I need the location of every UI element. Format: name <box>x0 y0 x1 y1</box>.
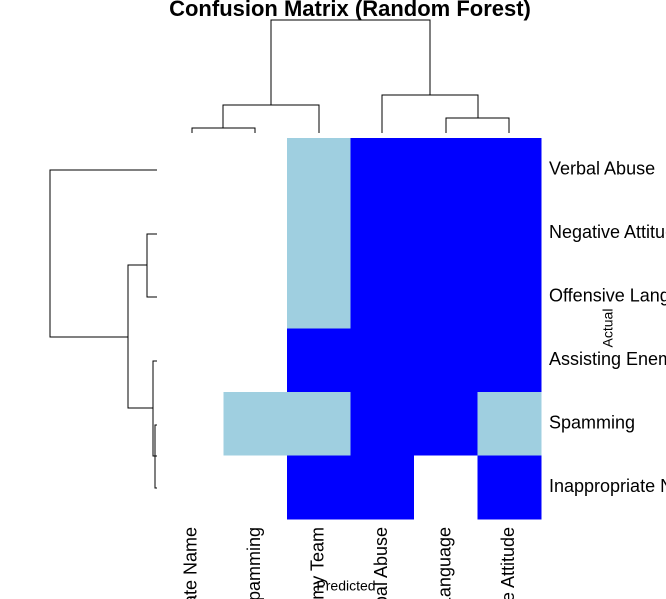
row-dendrogram <box>49 169 157 489</box>
heatmap-cell <box>414 201 478 266</box>
column-dendrogram <box>191 19 510 133</box>
heatmap-cell <box>287 392 351 456</box>
heatmap-cell <box>414 265 478 329</box>
column-label: Negative Attitude <box>498 527 518 599</box>
heatmap-cell <box>414 392 478 456</box>
row-label: Verbal Abuse <box>549 159 655 179</box>
heatmap-cell <box>223 201 288 266</box>
heatmap-cell <box>477 265 542 329</box>
heatmap-cell <box>160 138 224 202</box>
heatmap-cell <box>287 138 351 202</box>
heatmap-cell <box>287 265 351 329</box>
heatmap-cell <box>160 265 224 329</box>
heatmap-cell <box>477 392 542 456</box>
heatmap-cells <box>160 138 542 520</box>
x-axis-label: Predicted <box>316 578 375 594</box>
column-label: Verbal Abuse <box>371 527 391 599</box>
heatmap-cell <box>160 328 224 393</box>
heatmap-cell <box>223 392 288 456</box>
chart-title: Confusion Matrix (Random Forest) <box>169 0 531 21</box>
heatmap-cell <box>477 138 542 202</box>
column-label: Assisting Enemy Team <box>308 527 328 599</box>
column-label: Offensive Language <box>435 527 455 599</box>
heatmap-cell <box>350 328 415 393</box>
heatmap-cell <box>287 455 351 520</box>
heatmap-cell <box>223 455 288 520</box>
heatmap-cell <box>477 455 542 520</box>
heatmap-cell <box>477 328 542 393</box>
heatmap-cell <box>414 455 478 520</box>
heatmap-cell <box>160 455 224 520</box>
heatmap-cell <box>287 328 351 393</box>
heatmap-cell <box>414 138 478 202</box>
heatmap-cell <box>350 392 415 456</box>
row-label: Assisting Enemy Team <box>549 349 666 369</box>
heatmap-cell <box>350 455 415 520</box>
column-label: Inappropriate Name <box>181 527 201 599</box>
dendrogram-branch <box>191 19 510 133</box>
heatmap-cell <box>477 201 542 266</box>
dendrogram-branch <box>49 169 157 489</box>
heatmap-cell <box>160 392 224 456</box>
heatmap-cell <box>414 328 478 393</box>
heatmap-cell <box>350 265 415 329</box>
heatmap-cell <box>350 138 415 202</box>
y-axis-label: Actual <box>600 309 616 348</box>
heatmap-cell <box>223 328 288 393</box>
heatmap-cell <box>223 138 288 202</box>
heatmap-cell <box>287 201 351 266</box>
column-label: Spamming <box>244 527 264 599</box>
row-label: Spamming <box>549 413 635 433</box>
heatmap-cell <box>160 201 224 266</box>
row-label: Offensive Language <box>549 286 666 306</box>
row-label: Inappropriate Name <box>549 476 666 496</box>
heatmap-cell <box>350 201 415 266</box>
row-label: Negative Attitude <box>549 222 666 242</box>
heatmap-cell <box>223 265 288 329</box>
